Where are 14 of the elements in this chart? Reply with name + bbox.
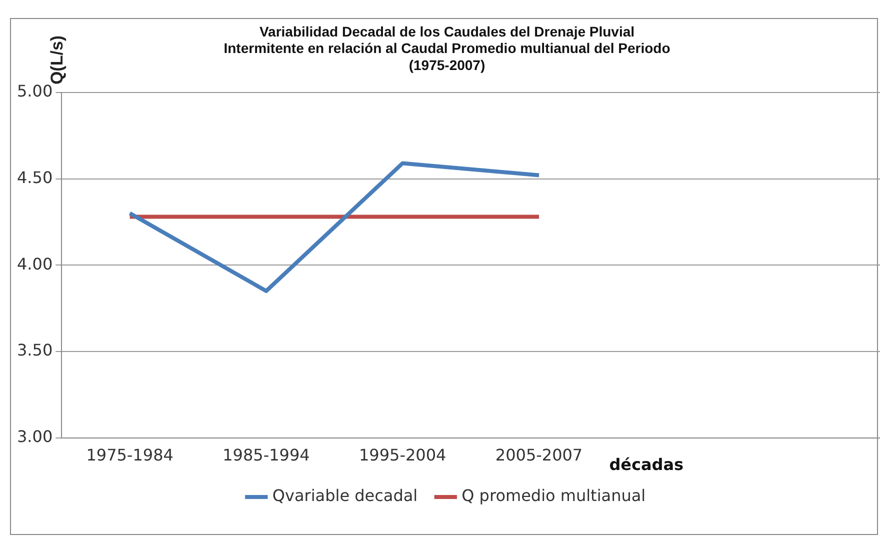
legend-label: Qvariable decadal xyxy=(272,486,418,506)
y-tick-label: 3.50 xyxy=(17,340,53,360)
text: Intermitente en relación al Caudal Promedio multianual del Periodo xyxy=(224,40,670,56)
x-axis-title: décadas xyxy=(609,454,684,474)
y-tick-label: 3.00 xyxy=(17,426,53,446)
y-tick-label: 4.50 xyxy=(17,168,53,187)
text: (1975-2007) xyxy=(408,56,486,73)
x-tick-label: 1975-1984 xyxy=(86,446,174,465)
x-tick-label: 2005-2007 xyxy=(495,446,583,465)
legend-label: Q promedio multianual xyxy=(462,486,646,506)
x-tick-label: 1995-2004 xyxy=(359,446,446,465)
text: Variabilidad Decadal de los Caudales del Drenaje Pluvial xyxy=(259,23,635,40)
y-tick-label: 4.00 xyxy=(17,254,53,274)
x-tick-label: 1985-1994 xyxy=(222,446,310,465)
